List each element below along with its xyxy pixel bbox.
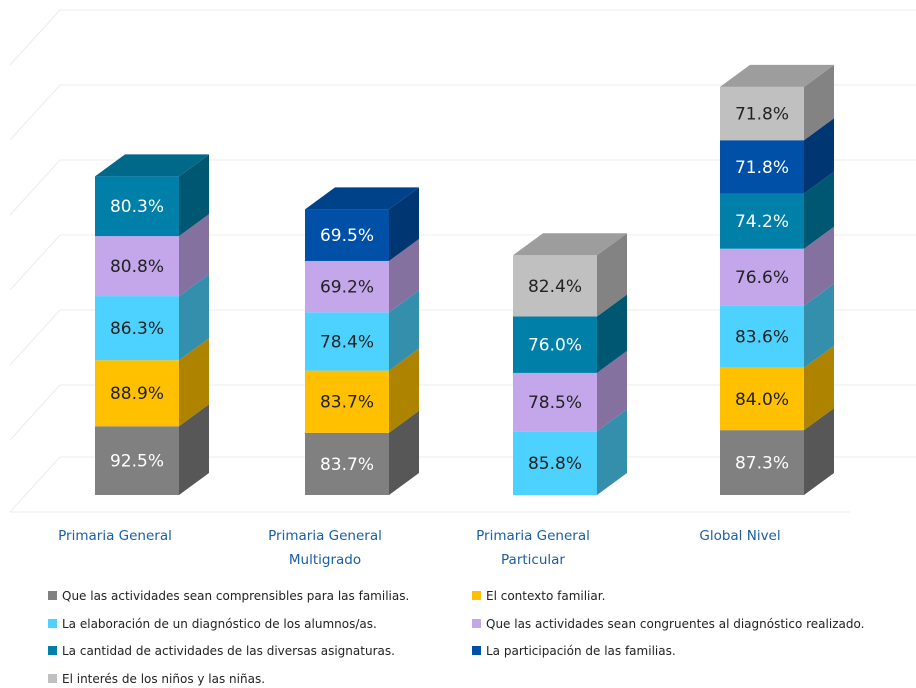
legend-item: El interés de los niños y las niñas. [48, 672, 265, 686]
bar-side [804, 408, 834, 495]
category-label: Primaria General Particular [476, 528, 590, 568]
bar-side [804, 118, 834, 194]
legend-item: La participación de las familias. [472, 644, 676, 658]
bar-segment [305, 209, 389, 261]
legend-swatch [48, 618, 57, 628]
bar-top [720, 64, 834, 87]
segment-label: 85.8% [528, 454, 582, 474]
legend-text: La participación de las familias. [486, 644, 676, 658]
bar-segment [95, 360, 179, 427]
bar-segment [720, 305, 804, 368]
segment-label: 76.6% [735, 268, 789, 288]
bar-segment [513, 372, 597, 432]
segment-label: 71.8% [735, 158, 789, 178]
segment-label: 76.0% [528, 336, 582, 356]
bar-side [389, 187, 419, 261]
bar-side [179, 404, 209, 495]
legend-item: Que las actividades sean congruentes al … [472, 617, 864, 631]
legend-item: La elaboración de un diagnóstico de los … [48, 617, 377, 631]
bar-segment [95, 426, 179, 495]
category-label: Primaria General [58, 528, 172, 544]
bar-segment [720, 86, 804, 141]
bar-segment [305, 312, 389, 371]
bar-side [179, 274, 209, 361]
segment-label: 71.8% [735, 105, 789, 125]
bar-segment [305, 370, 389, 433]
bar-side [597, 350, 627, 432]
bar-side [804, 171, 834, 249]
segment-label: 87.3% [735, 454, 789, 474]
segment-label: 83.7% [320, 455, 374, 475]
legend-item: La cantidad de actividades de las divers… [48, 644, 395, 658]
legend-text: El contexto familiar. [486, 589, 606, 603]
segment-label: 84.0% [735, 390, 789, 410]
bar-segment [513, 316, 597, 373]
segment-label: 78.4% [320, 332, 374, 352]
bar-segment [305, 432, 389, 495]
legend-item: El contexto familiar. [472, 589, 605, 603]
bar-side [597, 294, 627, 373]
legend-swatch [48, 673, 57, 683]
segment-label: 92.5% [110, 452, 164, 472]
segment-label: 78.5% [528, 393, 582, 413]
legend-swatch [472, 646, 481, 655]
segment-label: 69.2% [320, 278, 374, 298]
bar-side [804, 283, 834, 368]
bar-side [179, 338, 209, 427]
category-label: Primaria General Multigrado [268, 528, 382, 568]
bar-segment [720, 193, 804, 249]
bar-top [305, 187, 419, 210]
segment-label: 80.8% [110, 257, 164, 277]
bar-segment [720, 367, 804, 431]
segment-label: 88.9% [110, 384, 164, 404]
category-label: Global Nivel [699, 528, 781, 544]
bar-side [389, 238, 419, 313]
segment-label: 69.5% [320, 226, 374, 246]
bar-side [804, 345, 834, 431]
legend-text: Que las actividades sean congruentes al … [486, 616, 865, 631]
segment-label: 82.4% [528, 277, 582, 297]
bar-segment [720, 140, 804, 194]
bar-side [804, 64, 834, 141]
bar-top [95, 154, 209, 177]
bar-side [389, 290, 419, 371]
bar-segment [95, 296, 179, 361]
bar-segment [720, 430, 804, 495]
bar-side [389, 410, 419, 495]
bar-side [804, 226, 834, 306]
bar-side [597, 233, 627, 317]
legend-text: La elaboración de un diagnóstico de los … [62, 616, 377, 631]
legend-item: Que las actividades sean comprensibles p… [48, 589, 409, 603]
bar-side [389, 348, 419, 433]
legend-swatch [472, 591, 481, 600]
legend-swatch [472, 618, 481, 628]
bar-segment [95, 176, 179, 237]
legend-swatch [48, 591, 57, 600]
bar-segment [513, 255, 597, 317]
segment-label: 80.3% [110, 197, 164, 217]
bar-segment [95, 236, 179, 297]
legend-swatch [48, 646, 57, 655]
bar-side [179, 154, 209, 237]
segment-label: 86.3% [110, 319, 164, 339]
bar-segment [305, 260, 389, 313]
bar-side [179, 214, 209, 297]
legend-text: La cantidad de actividades de las divers… [62, 644, 395, 658]
legend-text: El interés de los niños y las niñas. [62, 671, 266, 686]
floor-grid [9, 9, 916, 513]
bar-segment [720, 248, 804, 306]
legend-text: Que las actividades sean comprensibles p… [62, 589, 410, 603]
segment-label: 83.7% [320, 393, 374, 413]
bar-segment [513, 431, 597, 495]
bar-side [597, 409, 627, 495]
segment-label: 74.2% [735, 212, 789, 232]
bar-top [513, 233, 627, 256]
segment-label: 83.6% [735, 328, 789, 348]
